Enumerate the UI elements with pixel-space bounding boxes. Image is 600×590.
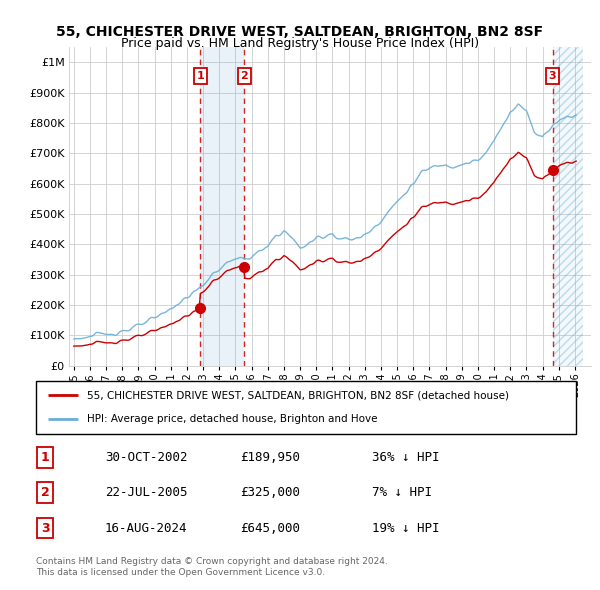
Bar [553, 47, 583, 366]
Text: 36% ↓ HPI: 36% ↓ HPI [372, 451, 439, 464]
Text: 1: 1 [41, 451, 49, 464]
Text: 2: 2 [241, 71, 248, 81]
Text: 30-OCT-2002: 30-OCT-2002 [105, 451, 187, 464]
Bar [200, 47, 244, 366]
Text: This data is licensed under the Open Government Licence v3.0.: This data is licensed under the Open Gov… [36, 568, 325, 577]
Text: 55, CHICHESTER DRIVE WEST, SALTDEAN, BRIGHTON, BN2 8SF: 55, CHICHESTER DRIVE WEST, SALTDEAN, BRI… [56, 25, 544, 40]
Text: £325,000: £325,000 [240, 486, 300, 499]
Text: £645,000: £645,000 [240, 522, 300, 535]
Text: 16-AUG-2024: 16-AUG-2024 [105, 522, 187, 535]
Text: Contains HM Land Registry data © Crown copyright and database right 2024.: Contains HM Land Registry data © Crown c… [36, 557, 388, 566]
Text: Price paid vs. HM Land Registry's House Price Index (HPI): Price paid vs. HM Land Registry's House … [121, 37, 479, 50]
Text: 2: 2 [41, 486, 49, 499]
Text: 1: 1 [197, 71, 204, 81]
Text: 22-JUL-2005: 22-JUL-2005 [105, 486, 187, 499]
Text: 19% ↓ HPI: 19% ↓ HPI [372, 522, 439, 535]
Text: 3: 3 [549, 71, 556, 81]
Text: £189,950: £189,950 [240, 451, 300, 464]
Bar [553, 47, 583, 366]
Text: 3: 3 [41, 522, 49, 535]
Text: HPI: Average price, detached house, Brighton and Hove: HPI: Average price, detached house, Brig… [87, 414, 377, 424]
Text: 55, CHICHESTER DRIVE WEST, SALTDEAN, BRIGHTON, BN2 8SF (detached house): 55, CHICHESTER DRIVE WEST, SALTDEAN, BRI… [87, 391, 509, 401]
Text: 7% ↓ HPI: 7% ↓ HPI [372, 486, 432, 499]
Bar [553, 47, 583, 366]
